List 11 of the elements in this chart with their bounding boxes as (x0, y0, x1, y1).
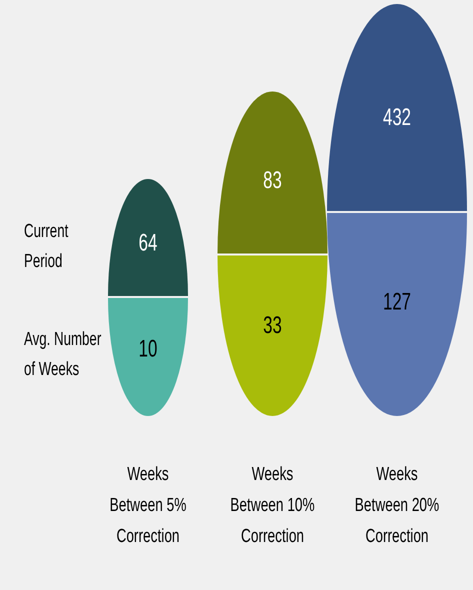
data-label: 127 (382, 288, 412, 316)
category-label: Weeks Between 10% Correction (230, 462, 315, 547)
category-label: Weeks Between 20% Correction (354, 462, 440, 547)
data-label: 33 (263, 312, 282, 339)
data-label: 83 (263, 167, 282, 194)
category-label: Weeks Between 5% Correction (110, 462, 187, 547)
data-label: 64 (138, 230, 158, 256)
data-label: 10 (138, 336, 158, 362)
data-label: 432 (382, 104, 412, 131)
text: Current Period (24, 220, 69, 272)
series-label: Avg. Number of Weeks (24, 328, 102, 380)
